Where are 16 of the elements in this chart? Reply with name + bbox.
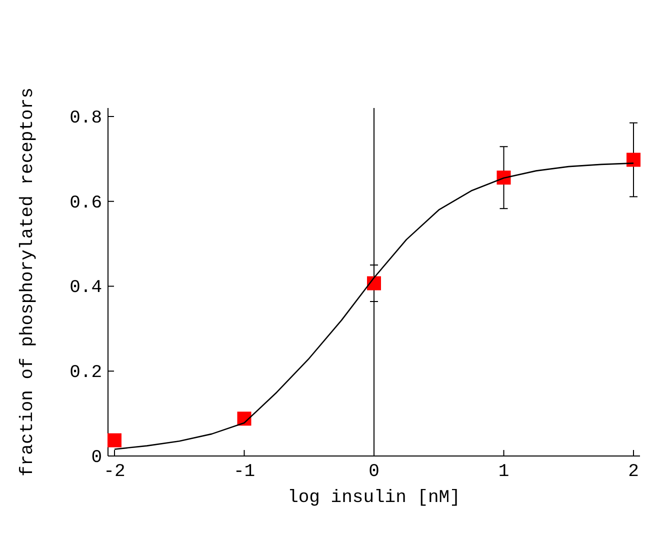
point xyxy=(107,433,122,448)
x-tick-label: 0 xyxy=(368,462,380,482)
y-tick-label: 0.8 xyxy=(70,108,102,128)
point xyxy=(626,152,641,167)
point xyxy=(367,276,381,290)
y-tick-label: 0.2 xyxy=(70,363,102,384)
y-tick-label: 0.4 xyxy=(70,278,102,298)
x-axis-title: log insulin [nM] xyxy=(288,488,460,508)
point xyxy=(496,170,511,185)
x-tick-label: -1 xyxy=(233,462,256,482)
y-tick-label: 0.6 xyxy=(70,193,102,214)
x-tick-label: 2 xyxy=(628,462,639,482)
y-axis-title: fraction of phosphorylated receptors xyxy=(18,88,38,476)
x-tick-label: 1 xyxy=(498,462,510,482)
y-tick-label: 0 xyxy=(91,448,102,468)
x-tick-label: -2 xyxy=(104,462,126,482)
